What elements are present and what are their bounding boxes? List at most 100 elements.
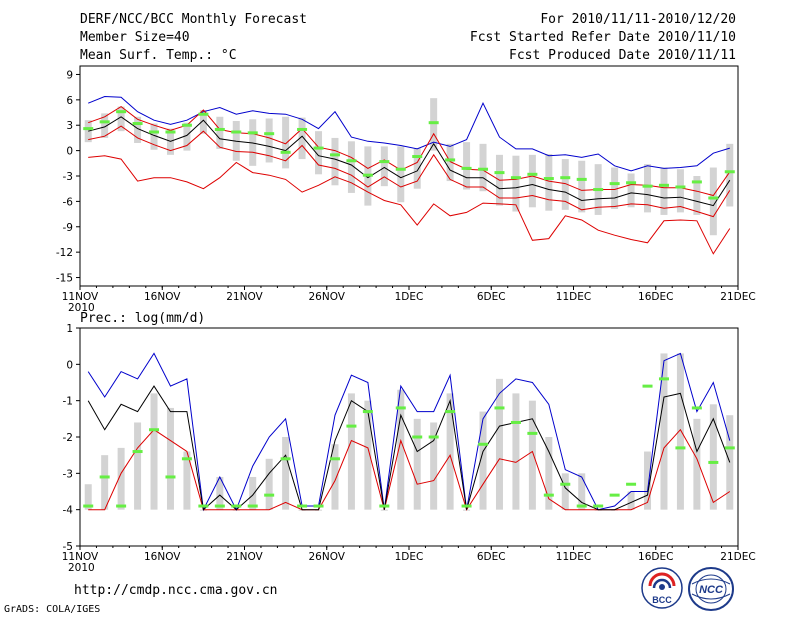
temp-obs-mark	[724, 170, 735, 174]
bcc-logo-text: BCC	[652, 595, 672, 605]
temp-frame	[79, 65, 739, 287]
prec-obs-mark	[626, 482, 637, 486]
prec-obs-mark	[543, 493, 554, 497]
prec-ytick-label: -1	[63, 396, 73, 408]
temp-obs-mark	[99, 120, 110, 124]
temp-obs-mark	[181, 123, 192, 127]
prec-xtick-year: 2010	[68, 562, 95, 574]
prec-obs-mark	[658, 377, 669, 381]
temp-spread-box	[134, 116, 142, 143]
temp-ytick-label: -12	[56, 247, 73, 259]
prec-xtick-label: 21NOV	[226, 551, 263, 563]
temp-series-ensemble-max	[88, 95, 730, 172]
temp-spread-box	[430, 98, 438, 151]
temp-obs-mark	[231, 130, 242, 134]
temp-obs-mark	[83, 127, 94, 131]
prec-ytick-label: 1	[66, 323, 73, 335]
precip-panel-title: Prec.: log(mm/d)	[80, 311, 206, 326]
temp-spread-box	[578, 160, 586, 213]
temp-spread-box	[463, 142, 471, 190]
prec-obs-mark	[83, 504, 94, 508]
chart-title: DERF/NCC/BCC Monthly Forecast	[80, 12, 307, 27]
temp-ytick-label: 6	[66, 95, 73, 107]
temp-ytick-label: -15	[56, 273, 73, 285]
forecast-period: For 2010/11/11-2010/12/20	[540, 12, 736, 27]
temp-obs-mark	[395, 167, 406, 171]
temp-spread-box	[282, 116, 290, 169]
temp-ytick-label: -6	[63, 196, 74, 208]
source-url[interactable]: http://cmdp.ncc.cma.gov.cn	[74, 583, 278, 598]
temp-ytick-label: -9	[63, 222, 73, 234]
ncc-logo: NCC	[688, 567, 734, 611]
temp-spread-box	[446, 143, 454, 182]
temp-obs-mark	[510, 176, 521, 180]
temp-obs-mark	[626, 181, 637, 185]
prec-obs-mark	[99, 475, 110, 479]
temp-xtick-label: 26NOV	[309, 291, 346, 303]
prec-xtick-label: 16DEC	[638, 551, 673, 563]
prec-spread-box	[545, 437, 553, 510]
prec-spread-box	[561, 473, 569, 510]
temp-obs-mark	[543, 177, 554, 181]
prec-ytick-label: 0	[66, 359, 73, 371]
temp-obs-mark	[165, 130, 176, 134]
temp-obs-mark	[116, 110, 127, 114]
temp-xtick-year: 2010	[68, 302, 95, 314]
temp-xtick-label: 16DEC	[638, 291, 673, 303]
prec-obs-mark	[576, 504, 587, 508]
prec-obs-mark	[214, 504, 225, 508]
prec-obs-mark	[198, 504, 209, 508]
temp-spread-box	[726, 143, 734, 207]
temp-spread-box	[183, 122, 191, 151]
prec-spread-box	[282, 437, 290, 510]
prec-spread-box	[660, 353, 668, 510]
prec-obs-mark	[116, 504, 127, 508]
temp-spread-box	[611, 167, 619, 209]
temp-spread-box	[644, 164, 652, 213]
temp-spread-box	[101, 113, 109, 138]
temp-ytick-label: 3	[66, 120, 73, 132]
temp-spread-box	[627, 173, 635, 208]
temp-series-ensemble-min	[88, 155, 731, 255]
prec-obs-mark	[231, 504, 242, 508]
prec-frame	[79, 327, 739, 547]
temp-xtick-label: 16NOV	[144, 291, 181, 303]
temp-series-ensemble-mean	[88, 116, 731, 207]
temp-obs-mark	[379, 160, 390, 164]
temp-obs-mark	[527, 172, 538, 176]
prec-spread-box	[627, 491, 635, 510]
ncc-logo-text: NCC	[699, 584, 724, 596]
temp-xtick-label: 6DEC	[477, 291, 506, 303]
temp-spread-box	[347, 141, 355, 193]
temp-obs-mark	[658, 183, 669, 187]
temp-obs-mark	[264, 132, 275, 136]
prec-spread-box	[101, 455, 109, 510]
prec-obs-mark	[181, 457, 192, 461]
prec-spread-box	[693, 418, 701, 510]
temp-spread-box	[528, 154, 536, 208]
temp-spread-box	[693, 176, 701, 215]
prec-obs-mark	[149, 428, 160, 432]
prec-spread-box	[84, 484, 92, 510]
temp-spread-box	[199, 110, 207, 134]
prec-obs-mark	[609, 493, 620, 497]
temp-spread-box	[561, 159, 569, 210]
prec-spread-box	[495, 378, 503, 510]
temp-obs-mark	[576, 177, 587, 181]
prec-obs-mark	[560, 482, 571, 486]
prec-spread-box	[183, 451, 191, 510]
prec-spread-box	[528, 400, 536, 510]
temp-obs-mark	[313, 146, 324, 150]
prec-obs-mark	[247, 504, 258, 508]
temp-spread-box	[512, 155, 520, 212]
temp-spread-box	[150, 123, 158, 150]
temp-obs-mark	[708, 196, 719, 200]
prec-obs-mark	[165, 475, 176, 479]
prec-obs-mark	[346, 424, 357, 428]
temp-spread-box	[265, 118, 273, 163]
temp-spread-box	[117, 106, 125, 132]
temp-obs-mark	[675, 185, 686, 189]
prec-obs-mark	[461, 504, 472, 508]
temp-spread-box	[676, 169, 684, 213]
